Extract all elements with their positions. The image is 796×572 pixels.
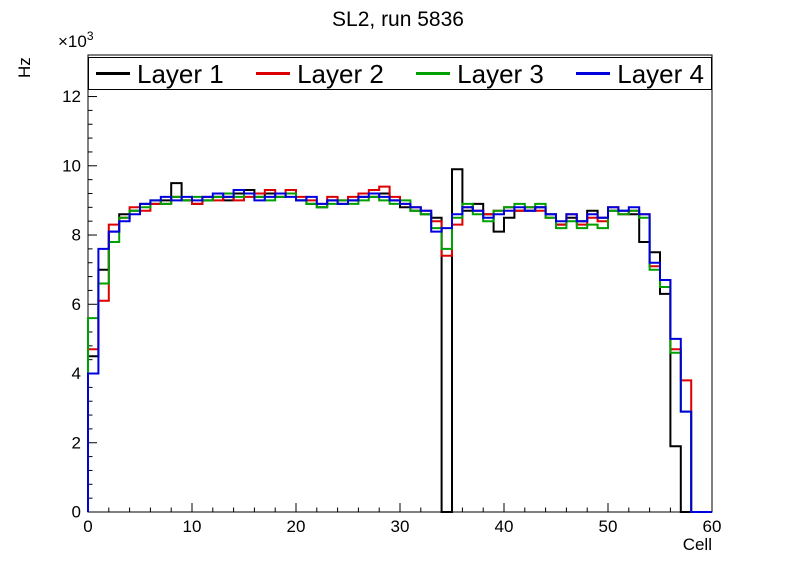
legend-entry-layer-4: Layer 4 [576,61,704,87]
y-tick-label: 0 [72,503,81,522]
y-tick-label: 2 [72,433,81,452]
y-axis-title: Hz [15,57,34,78]
legend-label-layer-3: Layer 3 [457,58,544,89]
series-line-layer-1 [87,168,712,513]
y-tick-label: 8 [72,226,81,245]
legend-line-swatch-layer-4 [576,72,611,75]
legend-line-swatch-layer-1 [96,72,130,75]
x-tick-label: 40 [495,517,514,536]
legend-label-layer-4: Layer 4 [617,58,704,89]
x-axis-title: Cell [683,535,712,554]
legend-entry-layer-1: Layer 1 [96,61,224,87]
x-tick-label: 20 [287,517,306,536]
legend-entry-layer-2: Layer 2 [256,61,384,87]
x-tick-label: 50 [599,517,618,536]
chart-title: SL2, run 5836 [332,8,464,31]
x-tick-label: 0 [83,517,92,536]
y-tick-label: 10 [62,156,81,175]
series-line-layer-2 [87,185,712,513]
series-line-layer-3 [87,192,712,513]
y-tick-label: 4 [72,364,81,383]
legend-entry-layer-3: Layer 3 [416,61,544,87]
legend-label-layer-2: Layer 2 [297,58,384,89]
y-tick-label: 6 [72,295,81,314]
plot-frame [87,54,713,513]
legend-line-swatch-layer-2 [256,72,291,75]
x-tick-label: 10 [183,517,202,536]
x-tick-label: 30 [391,517,410,536]
legend-label-layer-1: Layer 1 [137,58,224,89]
x-tick-label: 60 [703,517,722,536]
y-axis-exponent: ×103 [58,29,94,51]
legend-line-swatch-layer-3 [416,72,451,75]
legend-box: Layer 1 Layer 2 Layer 3 Layer 4 [88,57,712,90]
series-line-layer-4 [87,189,712,513]
y-tick-label: 12 [62,87,81,106]
